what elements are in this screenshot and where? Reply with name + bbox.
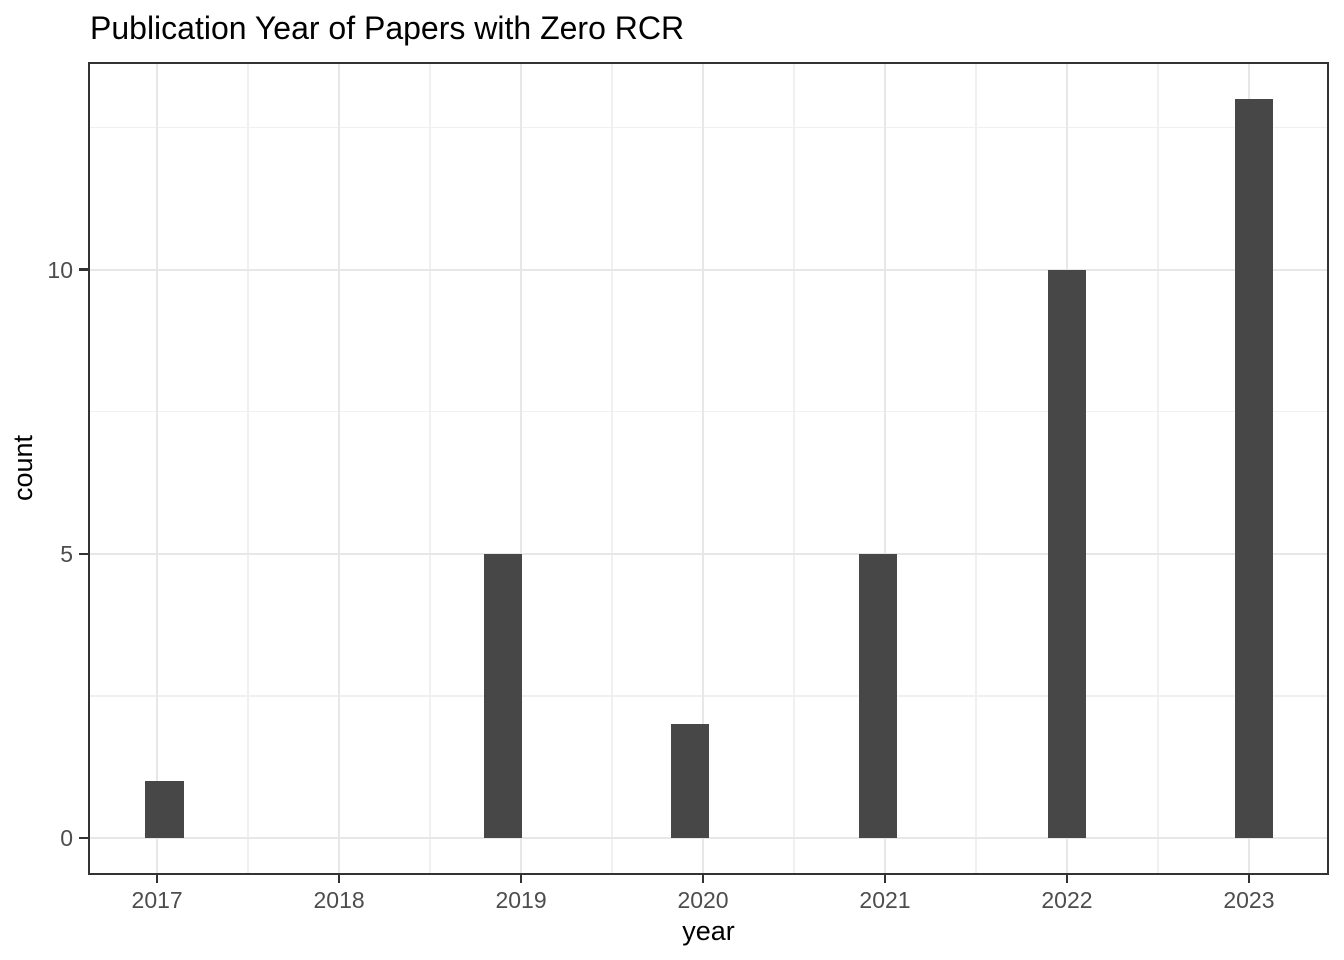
gridline-y-minor [88, 126, 1329, 129]
x-axis-title: year [682, 916, 735, 946]
gridline-y-minor [88, 410, 1329, 413]
x-tick-label: 2020 [677, 887, 729, 913]
gridline-x-minor [247, 62, 249, 875]
gridline-x-minor [611, 62, 613, 875]
x-tick-mark [519, 875, 523, 883]
x-tick-mark [701, 875, 705, 883]
gridline-y-major [88, 552, 1329, 555]
histogram-bar [1235, 98, 1274, 839]
y-tick-mark [79, 552, 88, 556]
gridline-x-major [338, 62, 341, 875]
y-tick-label: 0 [60, 825, 73, 852]
y-tick-mark [79, 268, 88, 271]
x-tick-mark [155, 875, 159, 883]
gridline-x-minor [793, 62, 795, 875]
x-tick-mark [337, 875, 341, 883]
gridline-y-minor [88, 695, 1329, 697]
chart-title: Publication Year of Papers with Zero RCR [90, 10, 685, 46]
x-tick-mark [1247, 875, 1251, 883]
gridline-y-major [88, 268, 1329, 271]
histogram-bar [145, 781, 184, 839]
x-tick-label: 2023 [1223, 887, 1275, 913]
gridline-x-major [156, 62, 159, 875]
x-tick-label: 2018 [313, 887, 365, 913]
x-tick-mark [1065, 875, 1069, 883]
gridline-x-minor [975, 62, 977, 875]
x-tick-mark [883, 875, 887, 883]
gridline-x-minor [1157, 62, 1159, 875]
y-axis-title: count [8, 434, 39, 502]
y-tick-label: 5 [60, 540, 73, 567]
y-tick-mark [79, 836, 88, 840]
histogram-bar [483, 553, 522, 839]
gridline-x-major [520, 62, 523, 875]
x-tick-label: 2017 [131, 887, 183, 913]
gridline-x-major [702, 62, 705, 875]
x-tick-label: 2021 [859, 887, 911, 913]
y-tick-label: 10 [47, 256, 73, 283]
histogram-bar [671, 724, 710, 839]
gridline-y-major [88, 837, 1329, 840]
x-tick-label: 2019 [495, 887, 547, 913]
x-tick-label: 2022 [1041, 887, 1093, 913]
gridline-x-minor [429, 62, 431, 875]
plot-panel [88, 62, 1329, 875]
histogram-bar [1047, 269, 1087, 839]
gridline-x-major [884, 62, 886, 875]
histogram-bar [858, 553, 897, 839]
